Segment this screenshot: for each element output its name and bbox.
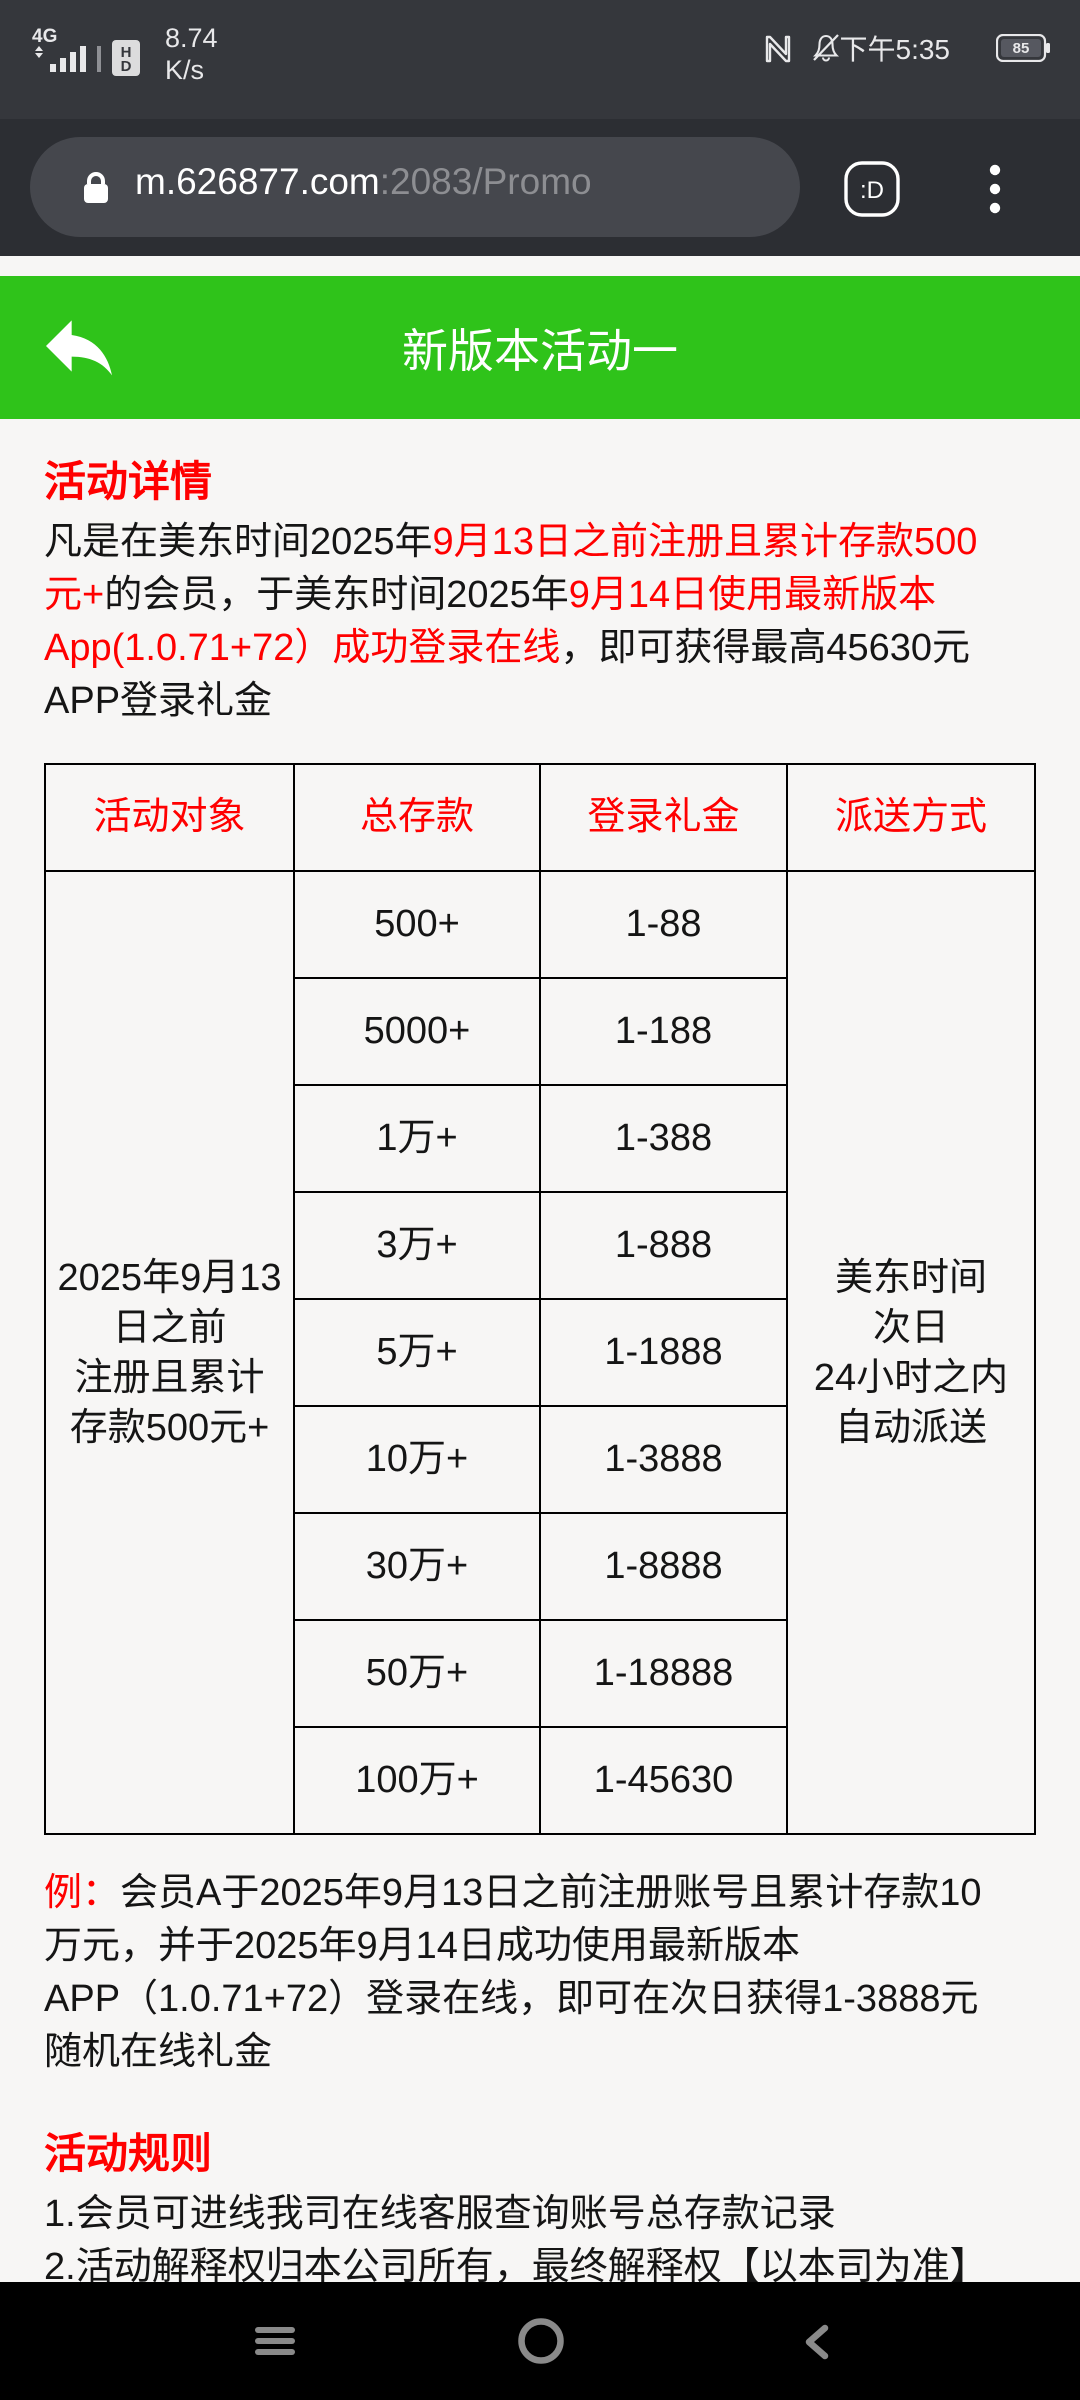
svg-text::D: :D <box>860 177 884 204</box>
svg-text:D: D <box>121 58 132 75</box>
svg-text:85: 85 <box>1013 40 1030 57</box>
